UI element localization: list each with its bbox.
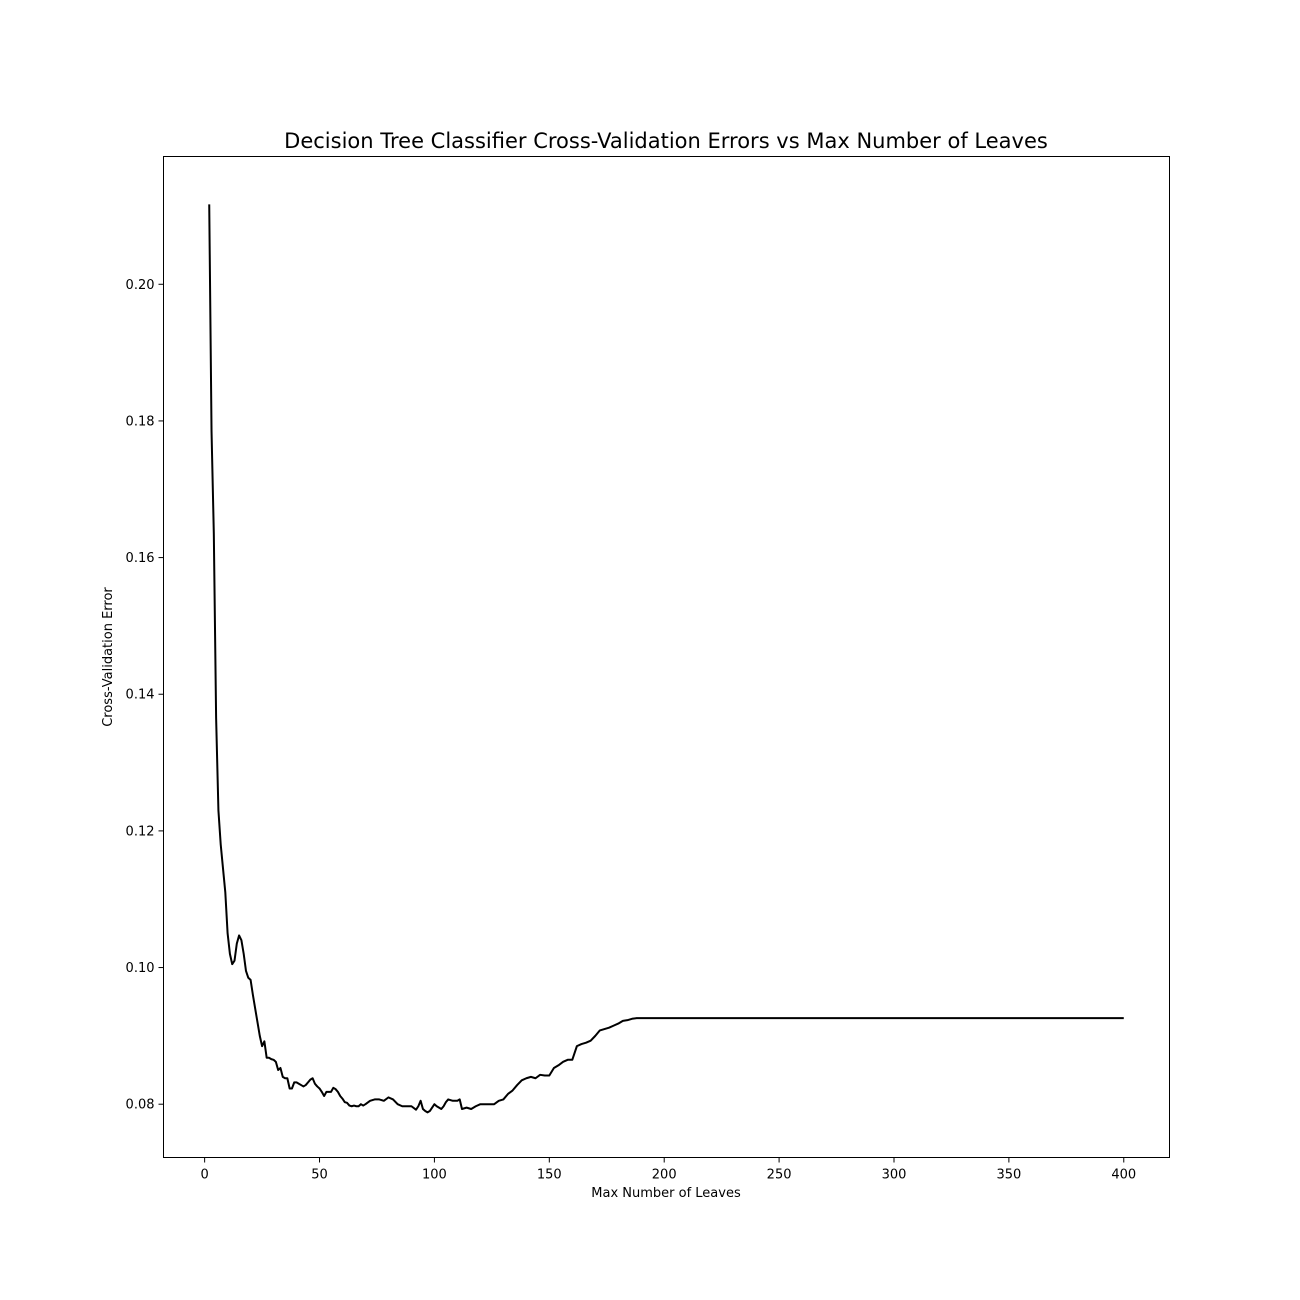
y-tick-label: 0.12 bbox=[126, 824, 155, 839]
x-tick-label: 150 bbox=[537, 1168, 562, 1183]
y-axis-label: Cross-Validation Error bbox=[101, 587, 116, 727]
x-tick-label: 400 bbox=[1111, 1168, 1136, 1183]
x-tick-label: 50 bbox=[311, 1168, 328, 1183]
x-tick-label: 350 bbox=[996, 1168, 1021, 1183]
chart-title: Decision Tree Classifier Cross-Validatio… bbox=[284, 129, 1048, 153]
y-axis: 0.08 0.10 0.12 0.14 0.16 0.18 0.20 bbox=[126, 278, 164, 1113]
y-tick-label: 0.08 bbox=[126, 1098, 155, 1113]
series-layer bbox=[208, 204, 1124, 1114]
series-line bbox=[208, 204, 1124, 1114]
x-tick-label: 250 bbox=[767, 1168, 792, 1183]
x-tick-label: 200 bbox=[652, 1168, 677, 1183]
y-tick-label: 0.20 bbox=[126, 278, 155, 293]
y-tick-label: 0.10 bbox=[126, 961, 155, 976]
x-tick-label: 300 bbox=[882, 1168, 907, 1183]
y-tick-label: 0.14 bbox=[126, 688, 155, 703]
plot-frame bbox=[163, 156, 1170, 1158]
x-tick-label: 0 bbox=[200, 1168, 208, 1183]
x-tick-label: 100 bbox=[422, 1168, 447, 1183]
y-tick-label: 0.18 bbox=[126, 414, 155, 429]
x-axis-label: Max Number of Leaves bbox=[591, 1186, 741, 1201]
x-axis: 0 50 100 150 200 250 300 350 400 bbox=[200, 1157, 1136, 1183]
y-tick-label: 0.16 bbox=[126, 551, 155, 566]
